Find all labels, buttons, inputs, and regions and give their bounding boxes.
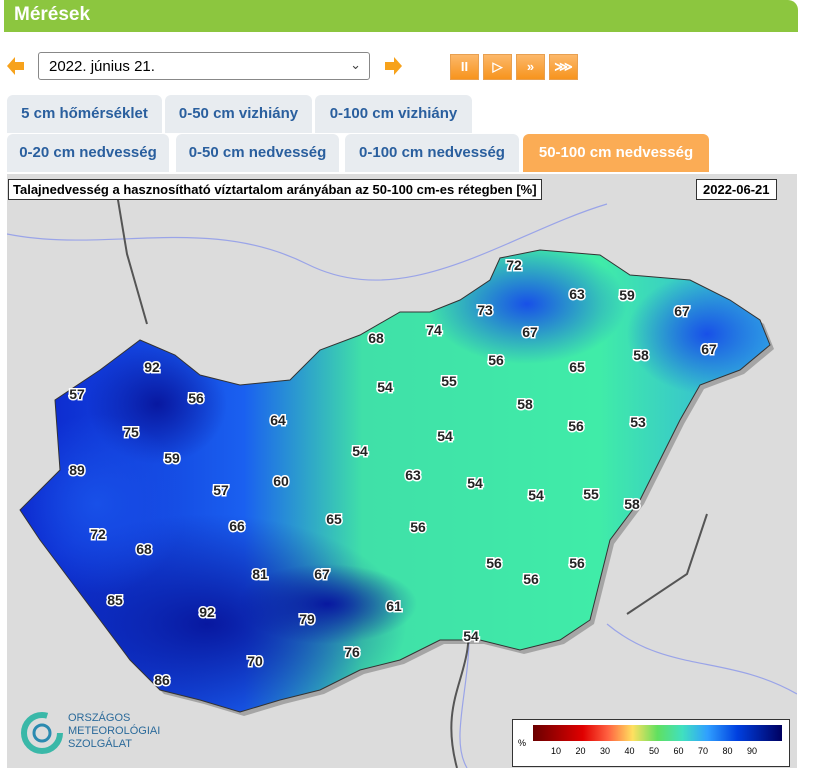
station-value: 55	[441, 373, 457, 389]
station-value: 54	[528, 487, 544, 503]
station-value: 63	[569, 286, 585, 302]
station-value: 58	[624, 496, 640, 512]
station-value: 85	[107, 592, 123, 608]
station-value: 56	[568, 418, 584, 434]
station-value: 86	[154, 672, 170, 688]
station-value: 79	[299, 611, 315, 627]
legend-tick: 40	[624, 746, 635, 756]
legend-tick: 20	[575, 746, 586, 756]
station-value: 72	[90, 526, 106, 542]
logo-spiral-icon	[21, 712, 63, 754]
station-value: 56	[523, 571, 539, 587]
soil-moisture-map: 72 63 59 67 67 73 74 67 68 56 65 58 92 55 54 57 56 58 64 56…	[7, 174, 797, 768]
station-value: 54	[463, 628, 479, 644]
station-value: 54	[377, 379, 393, 395]
date-select-value: 2022. június 21.	[49, 58, 155, 75]
fastest-forward-button[interactable]: ⋙	[549, 54, 578, 80]
map-title: Talajnedvesség a hasznosítható víztartal…	[8, 179, 542, 200]
station-value: 92	[199, 604, 215, 620]
tab-0-100-cm-vizhiány[interactable]: 0-100 cm vizhiány	[315, 95, 472, 133]
station-value: 61	[386, 598, 402, 614]
legend-tick: 30	[600, 746, 611, 756]
tab-0-20-cm-nedvesség[interactable]: 0-20 cm nedvesség	[7, 134, 169, 172]
station-value: 70	[247, 653, 263, 669]
station-value: 75	[123, 424, 139, 440]
station-value: 68	[368, 330, 384, 346]
play-button[interactable]: ▷	[483, 54, 512, 80]
station-value: 65	[326, 511, 342, 527]
station-value: 89	[69, 462, 85, 478]
tab-0-50-cm-vizhiány[interactable]: 0-50 cm vizhiány	[165, 95, 312, 133]
station-value: 60	[273, 473, 289, 489]
header-bar: Mérések	[4, 0, 798, 32]
station-value: 57	[69, 386, 85, 402]
station-value: 67	[314, 566, 330, 582]
station-value: 56	[486, 555, 502, 571]
legend-tick: 50	[649, 746, 660, 756]
omsz-logo: ORSZÁGOS METEOROLÓGIAI SZOLGÁLAT	[20, 708, 170, 758]
station-value: 64	[270, 412, 286, 428]
prev-day-arrow-icon[interactable]	[6, 56, 26, 76]
station-value: 54	[352, 443, 368, 459]
station-value: 65	[569, 359, 585, 375]
page-title: Mérések	[14, 4, 91, 25]
station-value: 54	[437, 428, 453, 444]
legend-tick: 60	[673, 746, 684, 756]
station-value: 73	[477, 302, 493, 318]
station-value: 55	[583, 486, 599, 502]
station-value: 57	[213, 482, 229, 498]
legend-tick: 80	[722, 746, 733, 756]
station-value: 56	[188, 390, 204, 406]
station-value: 67	[674, 303, 690, 319]
tab-0-100-cm-nedvesség[interactable]: 0-100 cm nedvesség	[345, 134, 519, 172]
tab-50-100-cm-nedvesség[interactable]: 50-100 cm nedvesség	[523, 134, 709, 172]
logo-line: SZOLGÁLAT	[68, 738, 132, 750]
next-day-arrow-icon[interactable]	[383, 56, 403, 76]
station-value: 59	[164, 450, 180, 466]
station-value: 67	[522, 324, 538, 340]
station-value: 76	[344, 644, 360, 660]
logo-line: METEOROLÓGIAI	[68, 725, 161, 737]
station-value: 56	[488, 352, 504, 368]
tab-5-cm-hőmérséklet[interactable]: 5 cm hőmérséklet	[7, 95, 162, 133]
station-value: 59	[619, 287, 635, 303]
legend-tick: 90	[747, 746, 758, 756]
station-value: 74	[426, 322, 442, 338]
station-value: 54	[467, 475, 483, 491]
station-value: 56	[569, 555, 585, 571]
fast-forward-button[interactable]: »	[516, 54, 545, 80]
tab-0-50-cm-nedvesség[interactable]: 0-50 cm nedvesség	[176, 134, 339, 172]
station-value: 58	[633, 347, 649, 363]
legend-unit: %	[518, 738, 527, 748]
station-value: 53	[630, 414, 646, 430]
logo-line: ORSZÁGOS	[68, 712, 131, 724]
legend-tick: 70	[698, 746, 709, 756]
map-date: 2022-06-21	[696, 179, 777, 200]
legend-tick: 10	[551, 746, 562, 756]
station-value: 67	[701, 341, 717, 357]
legend-color-bar	[533, 725, 782, 741]
color-legend: % 10 20 30 40 50 60 70 80 90	[512, 719, 790, 767]
station-value: 92	[144, 359, 160, 375]
station-value: 81	[252, 566, 268, 582]
chevron-down-icon: ⌄	[350, 57, 361, 72]
station-value: 58	[517, 396, 533, 412]
date-select[interactable]: 2022. június 21. ⌄	[38, 52, 370, 80]
station-value: 56	[410, 519, 426, 535]
pause-button[interactable]: II	[450, 54, 479, 80]
station-value: 66	[229, 518, 245, 534]
station-value: 68	[136, 541, 152, 557]
station-value: 72	[506, 257, 522, 273]
station-value: 63	[405, 467, 421, 483]
